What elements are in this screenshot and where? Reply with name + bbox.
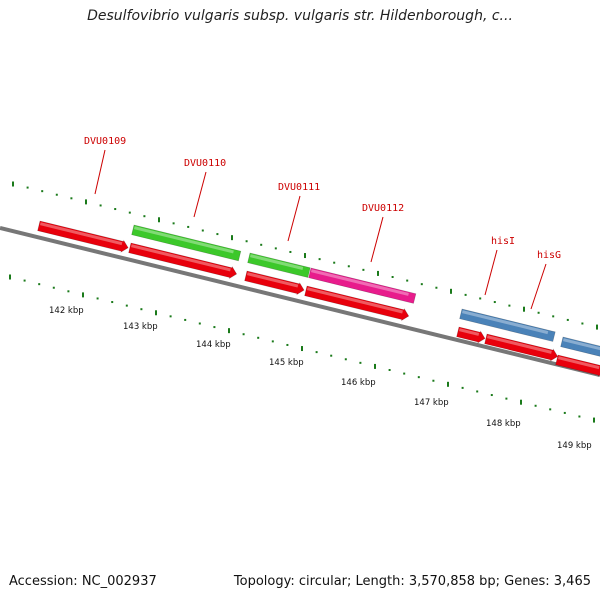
scale-label: 145 kbp [269,358,304,368]
feature-arrow[interactable] [247,252,311,278]
feature-body [244,270,305,296]
gene-leader-line [287,195,301,242]
feature-highlight [487,335,552,354]
feature-highlight [311,269,409,296]
gene-leader-line [484,249,498,296]
feature-highlight [40,222,123,246]
feature-body [128,242,238,280]
sequence-backbone [0,226,600,377]
feature-highlight [462,310,549,335]
feature-arrow[interactable] [459,308,556,342]
feature-highlight [307,287,403,314]
feature-body [131,224,242,262]
gene-label[interactable]: DVU0111 [278,182,320,193]
gene-label[interactable]: DVU0112 [362,203,404,214]
feature-highlight [131,244,231,272]
gene-label[interactable]: hisI [491,236,515,247]
feature-highlight [247,272,299,288]
feature-arrow[interactable] [37,220,129,254]
scale-label: 143 kbp [123,322,158,332]
feature-arrow[interactable] [304,285,410,322]
feature-body [484,333,559,362]
feature-arrow[interactable] [131,224,242,262]
outer-tick-ruler [12,181,598,330]
accession-text: Accession: NC_002937 [9,574,157,589]
inner-tick-ruler [9,274,595,423]
scale-label: 142 kbp [49,306,84,316]
feature-arrow[interactable] [555,354,600,378]
feature-arrow[interactable] [128,242,238,280]
feature-body [37,220,129,253]
feature-highlight [563,338,600,352]
feature-arrow[interactable] [308,267,417,304]
feature-highlight [134,226,234,254]
scale-label: 146 kbp [341,378,376,388]
feature-arrow[interactable] [560,336,600,359]
feature-body [456,326,486,344]
gene-label[interactable]: DVU0110 [184,158,226,169]
feature-body [304,285,410,322]
feature-body [560,336,600,359]
scale-label: 144 kbp [196,340,231,350]
scale-label: 148 kbp [486,419,521,429]
gene-label[interactable]: hisG [537,250,561,261]
gene-leader-line [370,216,384,263]
feature-highlight [558,356,600,370]
feature-body [459,308,556,342]
feature-arrow[interactable] [244,270,305,296]
gene-label[interactable]: DVU0109 [84,136,126,147]
gene-leader-line [530,263,547,310]
feature-highlight [459,328,480,336]
feature-body [555,354,600,377]
feature-highlight [250,254,304,270]
feature-body [247,252,311,278]
feature-arrow[interactable] [456,326,486,344]
scale-label-layer: 142 kbp 143 kbp 144 kbp 145 kbp 146 kbp 147 k… [49,306,592,451]
map-title: Desulfovibrio vulgaris subsp. vulgaris s… [87,8,513,24]
topology-summary: Topology: circular; Length: 3,570,858 bp… [233,574,591,589]
scale-label: 147 kbp [414,398,449,408]
feature-track [37,220,600,378]
feature-arrow[interactable] [484,333,559,362]
gene-label-layer: DVU0109 DVU0110 DVU0111 DVU0112 hisI hisG [84,136,561,310]
gene-leader-line [94,149,106,195]
feature-body [308,267,417,304]
scale-label: 149 kbp [557,441,592,451]
gene-leader-line [193,171,207,218]
